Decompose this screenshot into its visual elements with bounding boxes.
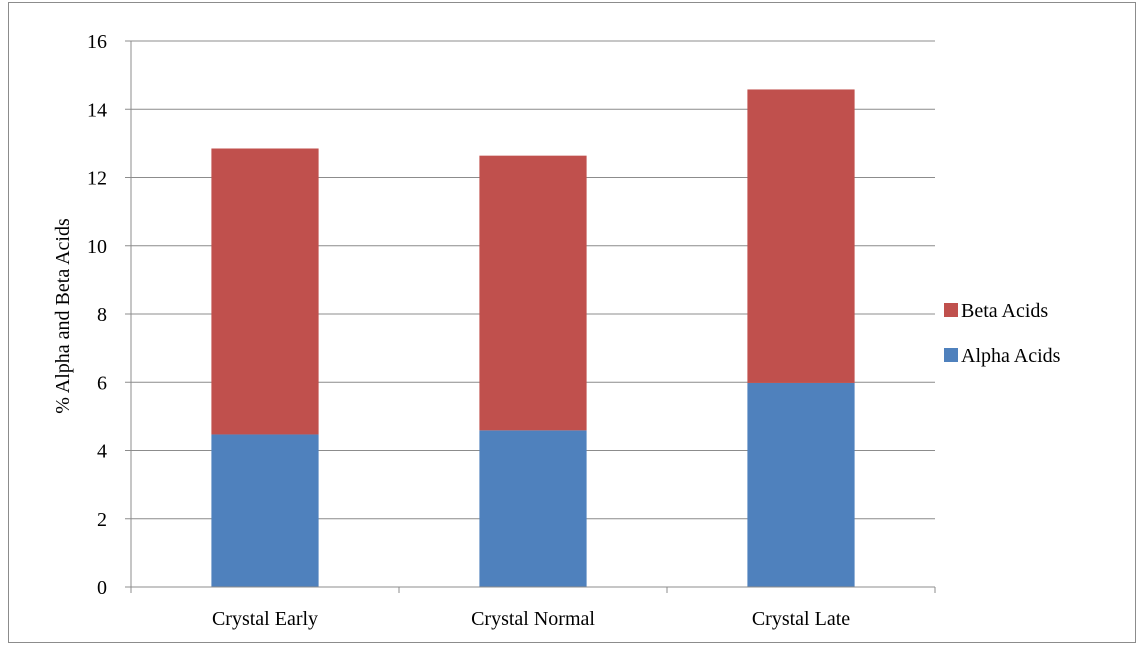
y-tick-label: 4 bbox=[97, 441, 107, 463]
axes bbox=[125, 40, 936, 593]
bars bbox=[211, 89, 855, 587]
y-tick-label: 10 bbox=[87, 236, 107, 258]
y-axis-title: % Alpha and Beta Acids bbox=[52, 218, 74, 414]
y-tick-label: 14 bbox=[87, 99, 107, 121]
bar-beta-acids bbox=[479, 155, 587, 431]
legend-swatch bbox=[944, 303, 958, 317]
y-tick-label: 0 bbox=[97, 577, 107, 599]
legend-label: Alpha Acids bbox=[961, 345, 1061, 367]
y-tick-label: 16 bbox=[87, 31, 107, 53]
x-category-label: Crystal Late bbox=[752, 608, 850, 630]
y-tick-label: 12 bbox=[87, 168, 107, 190]
bar-alpha-acids bbox=[747, 382, 855, 587]
legend-label: Beta Acids bbox=[961, 300, 1048, 322]
legend-item: Beta Acids bbox=[944, 300, 1048, 322]
legend-swatch bbox=[944, 348, 958, 362]
chart-frame bbox=[8, 2, 1136, 643]
bar-alpha-acids bbox=[211, 434, 319, 587]
y-tick-label: 6 bbox=[97, 372, 107, 394]
x-category-labels: Crystal Early Crystal Normal Crystal Late bbox=[212, 608, 850, 630]
y-tick-labels: 0 2 4 6 8 10 12 14 16 bbox=[87, 31, 107, 599]
bar-beta-acids bbox=[747, 89, 855, 383]
x-category-label: Crystal Normal bbox=[471, 608, 595, 630]
legend-item: Alpha Acids bbox=[944, 345, 1061, 367]
legend: Beta Acids Alpha Acids bbox=[944, 300, 1061, 367]
bar-alpha-acids bbox=[479, 430, 587, 587]
x-category-label: Crystal Early bbox=[212, 608, 318, 630]
y-tick-label: 2 bbox=[97, 509, 107, 531]
y-tick-label: 8 bbox=[97, 304, 107, 326]
bar-beta-acids bbox=[211, 148, 319, 435]
